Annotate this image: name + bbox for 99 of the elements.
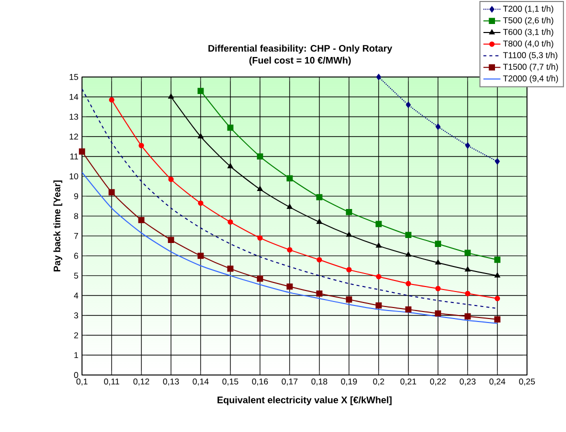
point [435,260,441,265]
point [434,240,442,247]
point [346,267,352,272]
point [406,252,412,257]
point [138,216,144,224]
legend-label: T1100 (5,3 t/h) [503,52,558,60]
point [464,313,471,320]
point [316,257,322,262]
x-tick-label: 0,17 [282,378,298,386]
point [464,290,470,296]
point [376,242,382,248]
x-tick-label: 0,22 [430,378,446,386]
point [405,232,412,238]
y-tick-label: 8 [74,213,78,220]
x-tick-label: 0,21 [400,378,416,386]
legend-label: T600 (3,1 t/h) [503,28,554,37]
legend-label: T500 (2,6 t/h) [503,17,554,25]
point [78,148,86,155]
y-tick-label: 3 [74,312,78,318]
y-tick-label: 0 [74,372,78,378]
point [376,302,382,309]
point [494,256,500,263]
point [198,200,204,206]
y-axis-title: Pay back time [Year] [53,180,62,272]
y-tick-label: 11 [70,154,78,160]
point [257,186,263,192]
point [108,189,115,196]
legend-label: T1500 (7,7 t/h) [503,64,558,72]
y-tick-label: 7 [74,233,78,239]
point [228,219,234,225]
x-axis-title: Equivalent electricity value X [€/kWhel] [218,396,392,406]
point [168,236,174,243]
legend-label: T200 (1,1 t/h) [503,5,554,14]
point [256,153,264,160]
y-tick-label: 1 [74,352,78,358]
point [227,124,234,131]
x-tick-label: 0,15 [222,378,238,386]
point [465,142,470,149]
point [198,134,204,138]
point [464,250,471,256]
legend-label: T2000 (9,4 t/h) [503,75,558,84]
y-tick-label: 13 [70,114,78,120]
point [286,204,292,209]
point [316,290,322,297]
point [198,252,204,259]
x-tick-label: 0,1 [76,378,88,386]
y-tick-label: 9 [74,193,78,200]
chart-title: Differential feasibility: CHP - Only Rotary (Fuel cost = 10 €/MWh) [208,44,392,66]
point [138,142,144,148]
point [286,284,293,290]
point [316,218,322,224]
point [108,97,114,103]
point [198,88,204,94]
point [464,266,470,272]
point [168,94,174,99]
point [346,296,352,303]
y-tick-label: 14 [70,94,78,100]
x-tick-label: 0,24 [489,378,506,386]
point [436,124,440,130]
x-tick-label: 0,2 [373,378,384,386]
point [168,176,174,182]
x-tick-label: 0,23 [460,378,476,386]
y-tick-label: 12 [70,134,78,140]
x-tick-label: 0,12 [133,378,150,386]
point [406,102,411,108]
y-tick-label: 10 [70,173,78,180]
point [256,276,264,282]
y-tick-label: 2 [74,332,78,338]
point [376,220,382,228]
point [346,209,352,216]
point [494,316,500,322]
point [227,266,234,272]
x-tick-label: 0,25 [519,378,535,386]
point [405,306,412,313]
point [376,74,382,80]
point [376,274,382,280]
point [494,296,500,302]
y-tick-label: 4 [74,292,78,298]
x-tick-label: 0,14 [192,378,209,386]
x-tick-label: 0,19 [341,378,357,386]
x-tick-label: 0,16 [252,378,268,386]
point [494,158,500,165]
x-tick-label: 0,18 [311,378,328,386]
point [434,310,442,317]
point [286,247,292,253]
y-tick-label: 6 [74,252,78,259]
point [316,194,322,200]
point [435,286,441,292]
point [406,280,412,286]
point [286,175,293,182]
point [346,232,352,237]
x-tick-label: 0,11 [104,378,120,386]
y-tick-label: 5 [74,272,78,279]
y-tick-label: 15 [70,74,78,80]
x-tick-label: 0,13 [163,378,179,386]
legend-label: T800 (4,0 t/h) [503,40,554,48]
point [494,272,500,278]
point [257,235,263,241]
point [228,163,234,168]
